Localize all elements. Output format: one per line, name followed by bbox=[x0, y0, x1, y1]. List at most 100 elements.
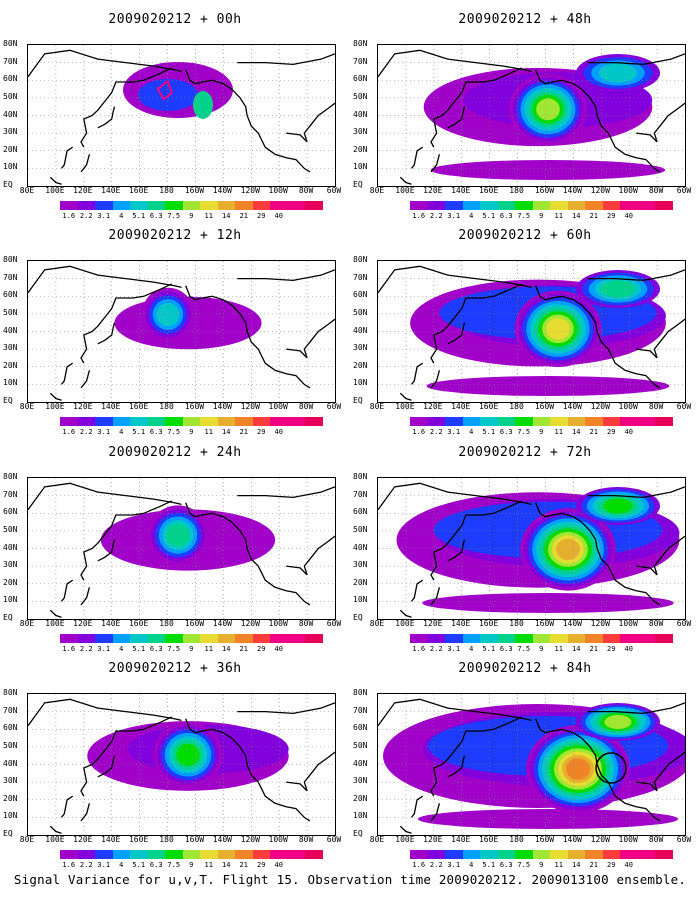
longitude-label: 120W bbox=[240, 402, 260, 411]
verification-region-circle bbox=[595, 752, 627, 784]
colorbar-label: 29 bbox=[257, 428, 266, 436]
colorbar-label: 14 bbox=[572, 861, 581, 869]
coastline bbox=[60, 362, 74, 385]
longitude-label: 120E bbox=[73, 402, 93, 411]
colorbar-label: 29 bbox=[607, 861, 616, 869]
coastline bbox=[447, 322, 466, 345]
colorbar-label: 14 bbox=[572, 428, 581, 436]
longitude-label: 160E bbox=[478, 186, 499, 195]
coastline bbox=[80, 370, 91, 389]
longitude-label: 180 bbox=[159, 186, 174, 195]
longitude-label: 160W bbox=[534, 186, 555, 195]
colorbar-swatch bbox=[637, 634, 655, 643]
colorbar-label: 29 bbox=[607, 428, 616, 436]
latitude-label: 50N bbox=[353, 91, 368, 101]
colorbar-swatch bbox=[550, 850, 568, 859]
colorbar-label: 9 bbox=[539, 645, 544, 653]
latitude-label: 70N bbox=[353, 56, 368, 66]
coastline bbox=[535, 285, 661, 389]
colorbar-swatch bbox=[270, 634, 288, 643]
colorbar-swatch bbox=[515, 634, 533, 643]
colorbar-swatch bbox=[602, 201, 620, 210]
latitude-label: 40N bbox=[3, 325, 18, 335]
colorbar-swatch bbox=[60, 634, 78, 643]
colorbar-swatch bbox=[217, 634, 235, 643]
map-canvas bbox=[28, 478, 335, 619]
latitude-label: 20N bbox=[353, 793, 368, 803]
longitude-label: 140W bbox=[212, 835, 232, 844]
longitude-label: 80E bbox=[369, 402, 385, 411]
variance-contour bbox=[566, 758, 590, 780]
colorbar-swatch bbox=[182, 634, 200, 643]
latitude-label: 20N bbox=[3, 793, 18, 803]
colorbar-swatch bbox=[217, 201, 235, 210]
colorbar-label: 1.6 bbox=[62, 861, 76, 869]
coastline bbox=[430, 370, 441, 389]
colorbar-swatch bbox=[497, 201, 515, 210]
longitude-label: 140E bbox=[101, 619, 121, 628]
longitude-label: 140W bbox=[212, 619, 232, 628]
colorbar-swatch bbox=[77, 850, 95, 859]
longitude-label: 120E bbox=[73, 186, 93, 195]
variance-contour bbox=[598, 63, 638, 83]
coastline bbox=[636, 565, 658, 576]
latitude-label: 40N bbox=[353, 758, 368, 768]
colorbar-swatch bbox=[252, 201, 270, 210]
colorbar bbox=[410, 201, 673, 210]
colorbar bbox=[60, 850, 323, 859]
variance-contour bbox=[601, 280, 635, 298]
variance-map bbox=[27, 44, 336, 187]
colorbar-label: 5.1 bbox=[132, 861, 146, 869]
latitude-label: 80N bbox=[3, 472, 18, 481]
colorbar-label: 7.5 bbox=[167, 212, 181, 220]
coastline bbox=[185, 69, 311, 173]
map-panel: 2009020212 + 00h 80N 70N 60N 50N 40N 30N 20N 10N… bbox=[3, 4, 345, 229]
variance-map bbox=[27, 260, 336, 403]
colorbar-swatch bbox=[147, 850, 165, 859]
longitude-label: 160E bbox=[478, 619, 499, 628]
coastline bbox=[49, 609, 62, 618]
longitude-label: 120E bbox=[73, 619, 93, 628]
coastline bbox=[430, 154, 441, 173]
coastline bbox=[410, 579, 424, 602]
map-canvas bbox=[28, 261, 335, 402]
coastline bbox=[378, 49, 532, 78]
colorbar-swatch bbox=[515, 850, 533, 859]
panel-title: 2009020212 + 24h bbox=[108, 445, 242, 460]
longitude-label: 120W bbox=[590, 186, 610, 195]
colorbar-label: 40 bbox=[274, 645, 283, 653]
latitude-label: EQ bbox=[353, 180, 363, 189]
colorbar-label: 29 bbox=[607, 645, 616, 653]
colorbar-label: 7.5 bbox=[517, 212, 531, 220]
longitude-label: 80E bbox=[19, 402, 35, 411]
longitude-label: 60W bbox=[326, 186, 342, 195]
coastline bbox=[80, 500, 172, 581]
colorbar-swatch bbox=[112, 201, 130, 210]
colorbar-label: 5.1 bbox=[132, 212, 146, 220]
colorbar-label: 14 bbox=[222, 645, 231, 653]
colorbar-label: 11 bbox=[204, 428, 213, 436]
colorbar-label: 2.2 bbox=[79, 645, 93, 653]
colorbar-swatch bbox=[445, 201, 463, 210]
colorbar-label: 29 bbox=[257, 861, 266, 869]
colorbar-swatch bbox=[130, 417, 148, 426]
colorbar-swatch bbox=[182, 417, 200, 426]
variance-map bbox=[377, 44, 686, 187]
colorbar-label: 40 bbox=[274, 861, 283, 869]
coastline bbox=[636, 348, 658, 359]
colorbar-swatch bbox=[112, 850, 130, 859]
coastline bbox=[587, 53, 685, 66]
longitude-label: 140W bbox=[212, 186, 232, 195]
longitude-label: 80W bbox=[298, 835, 314, 844]
variance-contour bbox=[418, 809, 678, 829]
colorbar-label: 7.5 bbox=[167, 645, 181, 653]
colorbar-swatch bbox=[112, 634, 130, 643]
colorbar-label: 1.6 bbox=[62, 645, 76, 653]
colorbar-label: 4 bbox=[469, 861, 474, 869]
coastline bbox=[80, 154, 91, 173]
panel-title: 2009020212 + 84h bbox=[458, 661, 592, 676]
longitude-label: 160E bbox=[478, 835, 499, 844]
colorbar-swatch bbox=[445, 417, 463, 426]
latitude-label: 60N bbox=[353, 290, 368, 300]
latitude-label: 30N bbox=[3, 776, 18, 786]
